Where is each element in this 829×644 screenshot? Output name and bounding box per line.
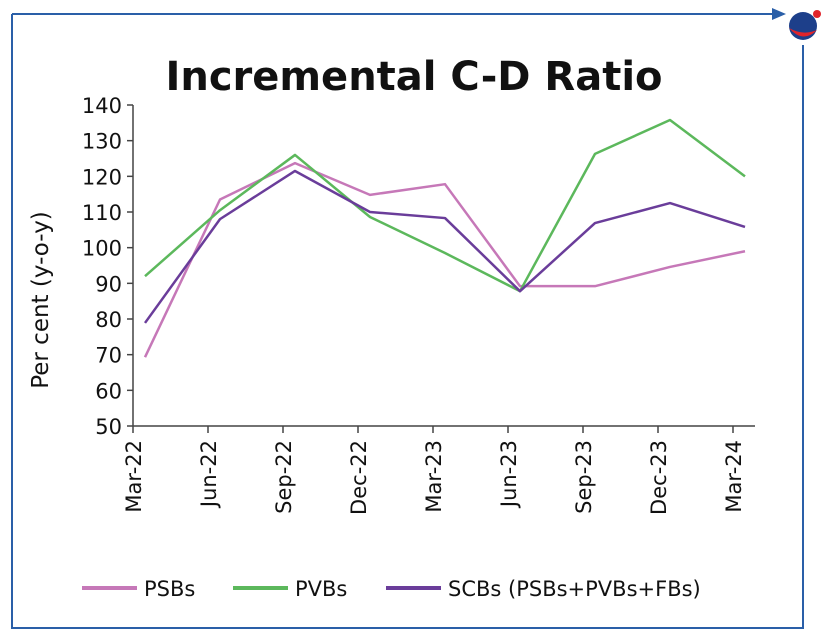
x-tick-label: Sep-23 [572,440,596,514]
chart-title: Incremental C-D Ratio [165,54,662,100]
x-tick-label: Jun-22 [197,440,221,509]
series-line [143,169,746,324]
x-tick-label: Dec-23 [647,440,671,515]
y-tick-label: 60 [95,379,122,403]
logo [789,10,821,40]
frame [11,14,804,629]
y-tick-label: 130 [82,130,122,154]
legend-label: PSBs [144,577,195,601]
legend-label: SCBs (PSBs+PVBs+FBs) [448,577,701,601]
arrow-head [772,8,786,20]
x-tick-label: Sep-22 [272,440,296,514]
y-tick-label: 100 [82,237,122,261]
x-tick-label: Dec-22 [347,440,371,515]
y-tick-label: 80 [95,308,122,332]
series-line [144,118,746,293]
x-tick-label: Mar-23 [422,440,446,513]
y-tick-label: 110 [82,201,122,225]
y-tick-label: 70 [95,344,122,368]
legend-label: PVBs [295,577,347,601]
series-line [143,161,746,358]
x-tick-label: Mar-22 [122,440,146,513]
y-tick-label: 90 [95,272,122,296]
y-axis-label: Per cent (y-o-y) [28,211,54,389]
x-tick-label: Mar-24 [722,440,746,513]
y-tick-label: 120 [82,165,122,189]
y-tick-label: 140 [82,94,122,118]
x-tick-label: Jun-23 [497,440,521,509]
y-tick-label: 50 [95,415,122,439]
